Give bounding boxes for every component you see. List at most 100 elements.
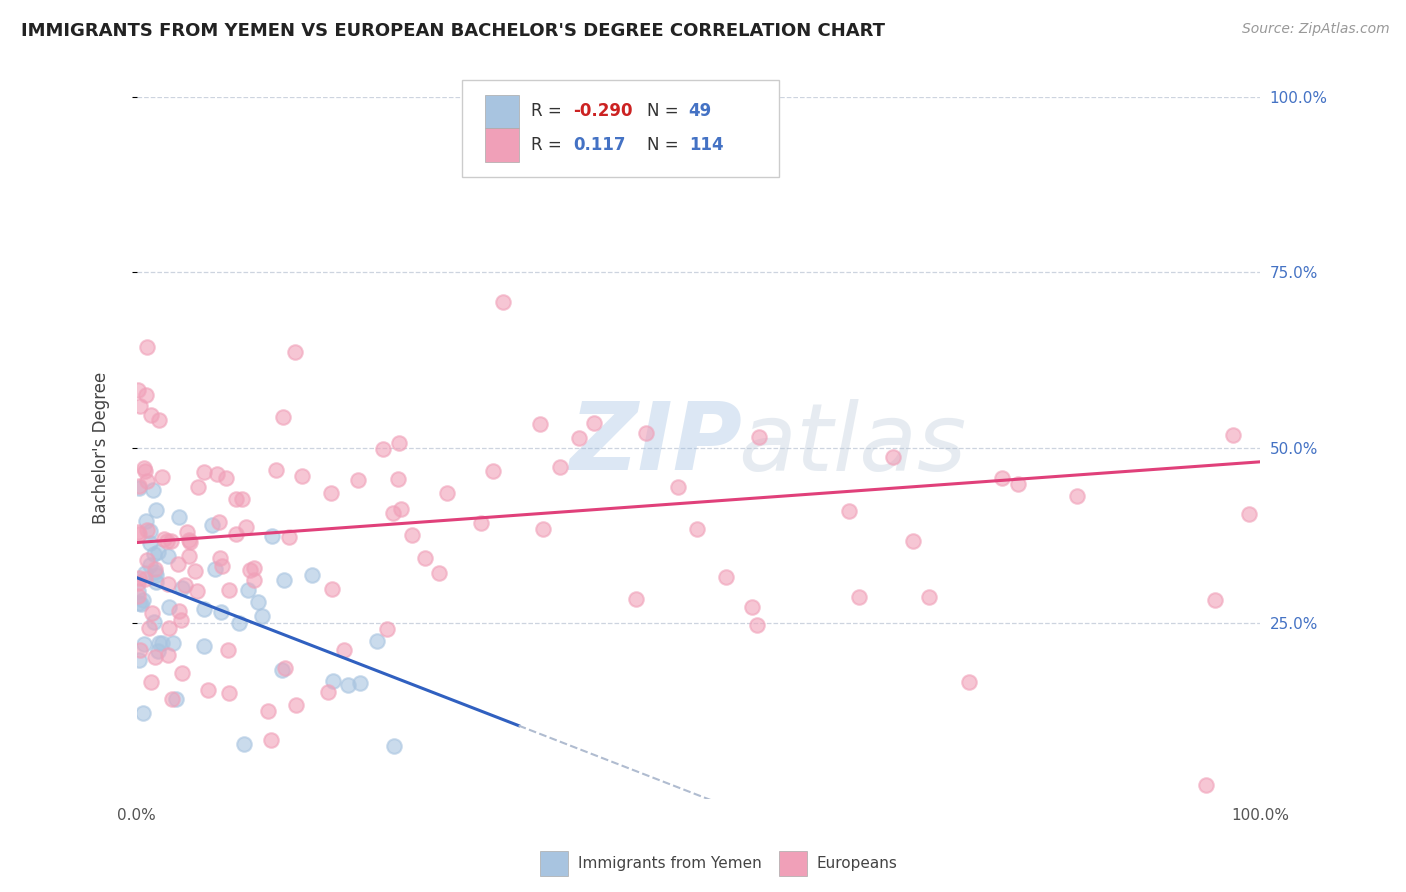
Point: [741, 600, 763, 615]
Point: [128, 571, 150, 585]
Point: [413, 551, 436, 566]
Point: [169, 604, 191, 618]
Point: [139, 675, 162, 690]
Point: [128, 596, 150, 610]
Text: N =: N =: [647, 103, 683, 120]
Point: [273, 661, 295, 675]
Point: [127, 583, 149, 598]
Point: [172, 582, 194, 596]
Point: [142, 483, 165, 498]
Point: [173, 578, 195, 592]
Point: [135, 514, 157, 528]
Point: [232, 737, 254, 751]
Point: [349, 675, 371, 690]
Point: [127, 589, 149, 603]
Point: [225, 491, 247, 506]
Point: [135, 387, 157, 401]
Text: R =: R =: [531, 136, 567, 154]
Point: [745, 618, 768, 632]
Point: [156, 534, 179, 549]
Point: [132, 592, 155, 607]
Point: [273, 573, 295, 587]
Point: [568, 431, 591, 445]
Point: [285, 698, 308, 712]
Point: [918, 591, 941, 605]
Point: [716, 570, 738, 584]
Point: [366, 634, 388, 648]
Point: [128, 653, 150, 667]
Point: [157, 648, 180, 662]
Y-axis label: Bachelor's Degree: Bachelor's Degree: [93, 372, 110, 524]
Text: Source: ZipAtlas.com: Source: ZipAtlas.com: [1241, 22, 1389, 37]
Point: [156, 577, 179, 591]
Point: [143, 566, 166, 580]
Point: [215, 471, 238, 485]
Point: [217, 642, 239, 657]
Point: [142, 615, 165, 629]
Point: [347, 474, 370, 488]
Point: [284, 344, 307, 359]
Point: [132, 706, 155, 720]
Point: [470, 516, 492, 531]
Point: [138, 621, 160, 635]
Point: [626, 591, 648, 606]
Point: [141, 606, 163, 620]
Point: [146, 643, 169, 657]
Point: [186, 584, 208, 599]
Point: [141, 408, 163, 422]
Point: [148, 413, 170, 427]
Point: [208, 551, 231, 566]
Point: [209, 606, 232, 620]
Point: [262, 529, 284, 543]
Point: [157, 599, 180, 614]
Point: [529, 417, 551, 431]
Text: 114: 114: [689, 136, 723, 154]
Point: [193, 639, 215, 653]
Point: [152, 636, 174, 650]
Point: [187, 479, 209, 493]
Point: [1222, 428, 1244, 442]
Point: [134, 566, 156, 580]
Point: [235, 520, 257, 534]
Point: [170, 666, 193, 681]
Point: [167, 557, 190, 571]
Point: [273, 409, 295, 424]
Point: [167, 510, 190, 524]
Point: [156, 549, 179, 564]
Point: [231, 492, 253, 507]
Point: [482, 464, 505, 478]
Point: [401, 528, 423, 542]
Point: [371, 442, 394, 456]
Point: [243, 561, 266, 575]
Point: [127, 383, 149, 397]
Point: [636, 425, 658, 440]
Point: [666, 480, 689, 494]
Point: [136, 523, 159, 537]
Point: [225, 526, 247, 541]
Point: [134, 461, 156, 475]
Point: [271, 663, 294, 677]
Text: R =: R =: [531, 103, 567, 120]
Point: [139, 558, 162, 573]
Point: [169, 613, 191, 627]
Point: [128, 479, 150, 493]
Point: [388, 436, 411, 450]
Point: [748, 430, 770, 444]
Point: [582, 416, 605, 430]
Point: [128, 481, 150, 495]
Point: [384, 739, 406, 753]
Point: [236, 582, 259, 597]
Point: [322, 673, 344, 688]
Point: [143, 562, 166, 576]
Point: [127, 576, 149, 591]
Point: [160, 692, 183, 706]
Point: [211, 558, 233, 573]
Point: [436, 486, 458, 500]
Point: [427, 566, 450, 580]
Point: [686, 522, 709, 536]
Point: [381, 506, 404, 520]
Point: [491, 294, 513, 309]
Point: [218, 582, 240, 597]
Point: [316, 685, 339, 699]
Point: [139, 536, 162, 550]
